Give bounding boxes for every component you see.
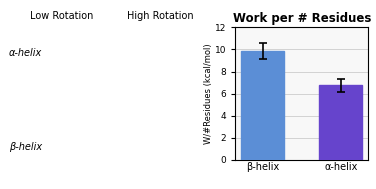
Bar [241,51,284,160]
Text: High Rotation: High Rotation [127,11,194,21]
Y-axis label: W/#Residues (kcal/mol): W/#Residues (kcal/mol) [204,43,213,144]
Bar [319,85,362,160]
Text: α-helix: α-helix [9,48,42,58]
Title: Work per # Residues: Work per # Residues [232,12,371,25]
Text: β-helix: β-helix [9,143,42,152]
Text: Low Rotation: Low Rotation [30,11,94,21]
